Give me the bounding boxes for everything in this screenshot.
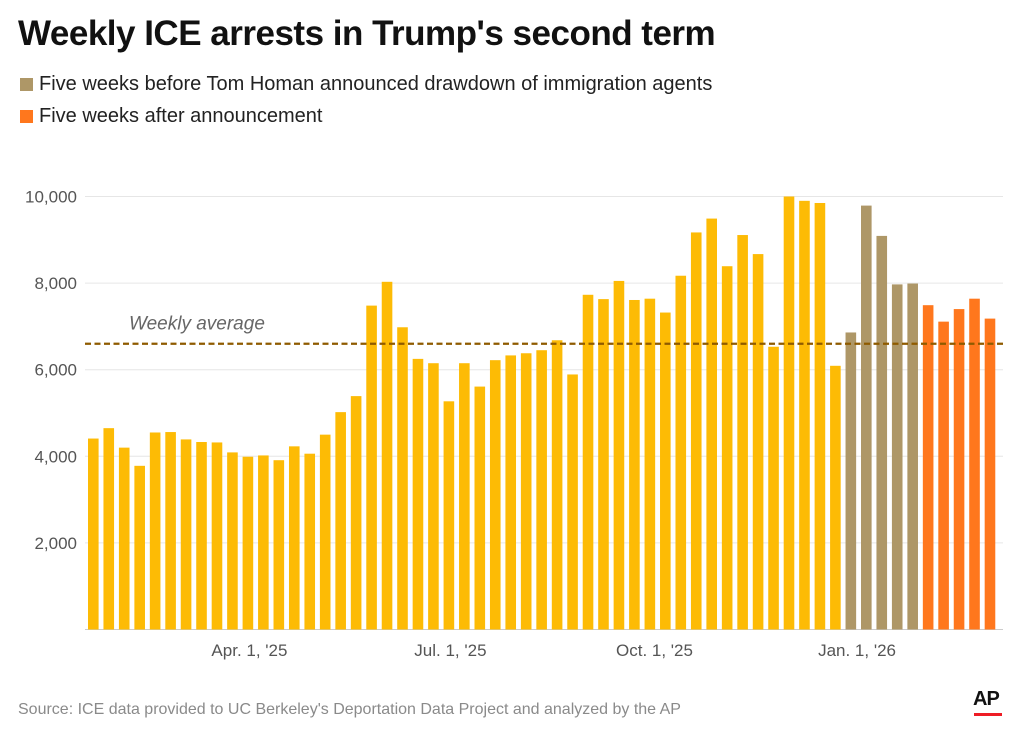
bar-default	[474, 386, 486, 630]
legend-label-after: Five weeks after announcement	[39, 105, 323, 127]
bar-default	[350, 396, 362, 630]
x-tick-label: Jan. 1, '26	[818, 641, 896, 660]
bar-default	[814, 202, 826, 630]
bar-default	[551, 340, 563, 630]
weekly-average-label: Weekly average	[129, 314, 265, 335]
bar-before	[876, 235, 888, 630]
bar-default	[505, 355, 517, 630]
y-tick-label: 4,000	[34, 447, 77, 466]
bar-default	[88, 438, 99, 630]
ap-logo-underline	[974, 713, 1002, 716]
bar-default	[459, 363, 470, 630]
bar-default	[582, 294, 594, 630]
chart-title: Weekly ICE arrests in Trump's second ter…	[18, 14, 716, 53]
bar-default	[211, 442, 223, 630]
bar-default	[397, 327, 408, 630]
bar-default	[520, 353, 532, 630]
x-tick-label: Apr. 1, '25	[211, 641, 287, 660]
bar-default	[196, 442, 207, 630]
bar-default	[381, 281, 393, 630]
bar-default	[489, 360, 501, 630]
y-tick-label: 6,000	[34, 361, 77, 380]
bar-default	[644, 298, 656, 630]
bar-default	[149, 432, 161, 630]
bar-default	[273, 460, 285, 630]
bar-default	[319, 434, 331, 630]
source-note: Source: ICE data provided to UC Berkeley…	[18, 701, 681, 718]
bar-before	[907, 283, 918, 630]
bar-default	[242, 456, 254, 630]
bar-default	[366, 305, 377, 630]
bar-default	[227, 452, 238, 630]
bar-default	[335, 412, 346, 630]
bar-default	[675, 275, 687, 630]
bar-default	[443, 401, 455, 630]
bar-default	[799, 200, 810, 630]
bar-default	[428, 363, 439, 630]
x-tick-label: Oct. 1, '25	[616, 641, 693, 660]
bar-default	[752, 254, 764, 630]
y-tick-label: 2,000	[34, 534, 77, 553]
bar-default	[165, 432, 176, 630]
bar-default	[103, 428, 115, 630]
bar-default	[536, 350, 547, 630]
bar-after	[938, 321, 949, 630]
legend-swatch-before	[20, 78, 33, 91]
bar-default	[180, 439, 192, 630]
bar-default	[304, 453, 316, 630]
y-tick-label: 8,000	[34, 274, 77, 293]
bar-after	[953, 309, 965, 630]
bar-default	[783, 196, 795, 630]
legend-swatch-after	[20, 110, 33, 123]
bar-default	[567, 374, 578, 630]
ap-logo: AP	[973, 688, 1000, 710]
bar-after	[984, 318, 996, 630]
bar-before	[861, 205, 872, 630]
bar-default	[660, 312, 671, 630]
y-tick-label: 10,000	[25, 188, 77, 207]
bar-default	[118, 447, 130, 630]
bar-before	[845, 332, 857, 630]
bar-default	[737, 235, 748, 630]
bar-default	[598, 299, 609, 630]
bar-default	[768, 346, 779, 630]
bar-default	[134, 465, 145, 630]
bar-default	[412, 358, 424, 630]
x-tick-label: Jul. 1, '25	[414, 641, 486, 660]
bar-default	[613, 280, 625, 630]
bar-after	[969, 298, 980, 630]
bar-default	[721, 266, 733, 630]
bar-default	[258, 455, 269, 630]
bar-default	[629, 299, 640, 630]
bar-default	[830, 365, 841, 630]
legend-item-before: Five weeks before Tom Homan announced dr…	[20, 73, 712, 96]
bar-default	[690, 232, 702, 630]
bar-after	[922, 305, 934, 630]
legend-item-after: Five weeks after announcement	[20, 105, 323, 128]
bar-default	[706, 218, 717, 630]
bar-default	[288, 446, 300, 630]
bar-before	[891, 284, 903, 630]
legend-label-before: Five weeks before Tom Homan announced dr…	[39, 73, 713, 95]
